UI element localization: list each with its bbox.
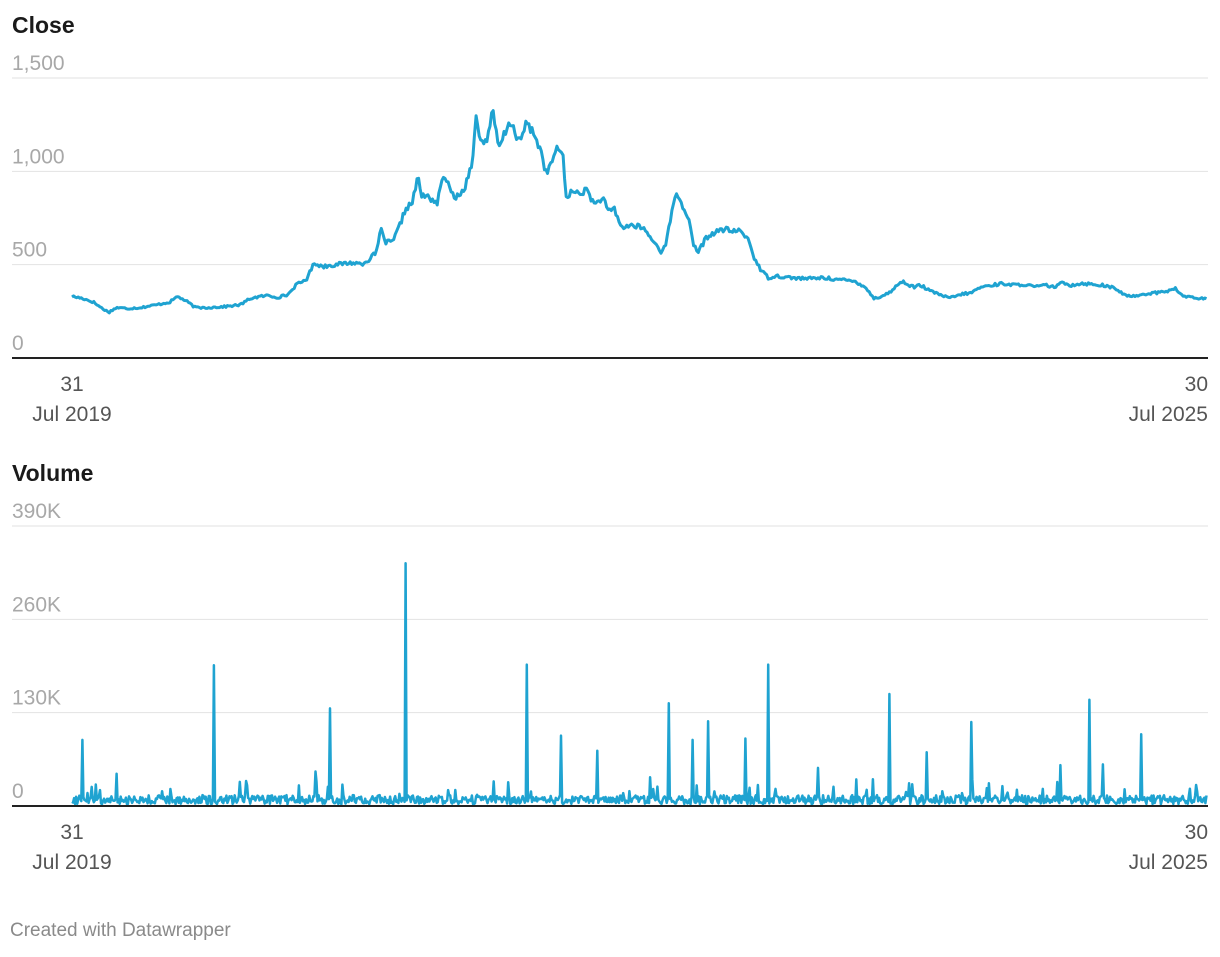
x-tick-month-year: Jul 2025 (1129, 851, 1208, 874)
footer-credit: Created with Datawrapper (10, 920, 231, 941)
x-tick-day: 30 (1185, 821, 1208, 844)
close-panel: Close 0 500 1,000 1,500 31 Jul 2019 30 Jul 2025 (12, 12, 1208, 426)
panel-title: Close (12, 12, 75, 38)
y-tick-label: 1,000 (12, 145, 65, 168)
y-tick-label: 260K (12, 593, 61, 616)
x-tick-day: 31 (60, 373, 83, 396)
y-tick-label: 0 (12, 332, 24, 355)
y-tick-label: 1,500 (12, 52, 65, 75)
y-tick-label: 500 (12, 239, 47, 262)
x-tick-month-year: Jul 2019 (32, 403, 111, 426)
y-tick-label: 130K (12, 687, 61, 710)
x-tick-day: 30 (1185, 373, 1208, 396)
panel-title: Volume (12, 460, 93, 486)
x-tick-day: 31 (60, 821, 83, 844)
close-series-line (71, 109, 1208, 315)
volume-series-line (71, 562, 1208, 806)
volume-panel: Volume 0 130K 260K 390K 31 Jul 2019 30 Jul 2025 (12, 460, 1208, 874)
x-tick-month-year: Jul 2019 (32, 851, 111, 874)
y-tick-label: 390K (12, 500, 61, 523)
x-tick-month-year: Jul 2025 (1129, 403, 1208, 426)
y-tick-label: 0 (12, 780, 24, 803)
